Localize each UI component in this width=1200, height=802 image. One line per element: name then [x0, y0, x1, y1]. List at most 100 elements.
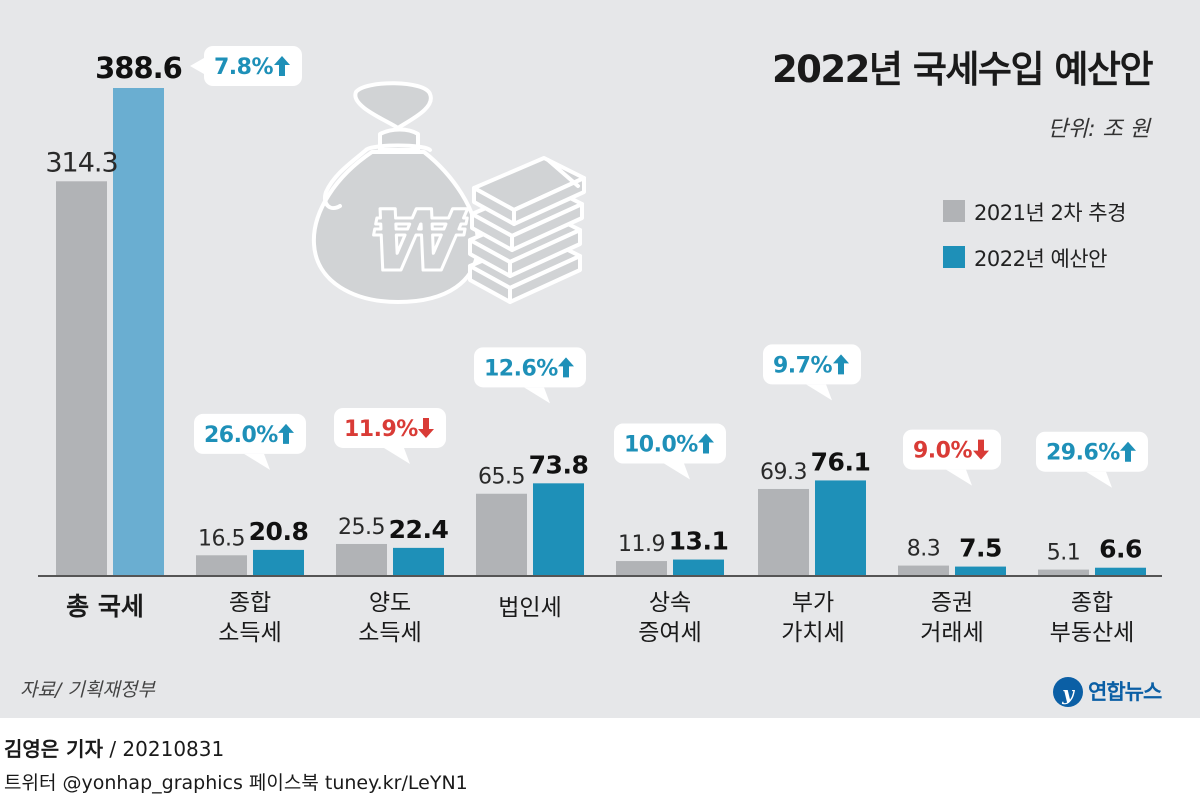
arrow-down-icon: [418, 417, 434, 438]
bar-2021-supplementary: [898, 565, 949, 576]
bar-2022-budget: [253, 549, 304, 576]
change-callout: 9.7%: [763, 344, 861, 401]
category-label: 상속: [649, 590, 691, 616]
value-label-2021: 65.5: [478, 465, 525, 490]
legend-label-cur: 2022년 예산안: [974, 247, 1107, 271]
bar-2021-supplementary: [476, 493, 527, 576]
change-callout-tail: [806, 384, 832, 401]
bar-2022-budget: [533, 483, 584, 576]
bar-2021-supplementary: [758, 488, 809, 576]
legend: 2021년 2차 추경 2022년 예산안: [943, 200, 1126, 271]
category-labels: 총 국세 종합 소득세 양도 소득세 법인세 상속 증여세 부가 가치세 증권 …: [66, 590, 1134, 646]
category-label: 가치세: [781, 620, 844, 646]
value-label-2022: 7.5: [959, 534, 1002, 563]
change-callout-box: [334, 407, 446, 448]
category-label: 증여세: [638, 620, 701, 646]
footer-byline: 김영은 기자 / 20210831: [4, 733, 224, 762]
svg-text:y: y: [1061, 681, 1075, 705]
category-label: 소득세: [218, 620, 281, 646]
unit-label: 단위: 조 원: [1048, 117, 1152, 142]
chart-title: 2022년 국세수입 예산안: [772, 48, 1154, 91]
value-label-2022: 6.6: [1099, 535, 1142, 564]
category-label: 부가: [792, 590, 834, 616]
bar-2022-budget: [955, 566, 1006, 576]
bar-2021-supplementary: [616, 561, 667, 576]
value-label-2022: 22.4: [389, 515, 449, 544]
value-label-2022: 13.1: [669, 527, 729, 556]
arrow-up-icon: [558, 357, 574, 378]
category-label: 증권: [931, 590, 973, 616]
change-callout-box: [204, 46, 302, 86]
change-percent: 12.6%: [484, 356, 558, 381]
legend-label-prev: 2021년 2차 추경: [974, 201, 1126, 225]
category-label: 양도: [369, 590, 411, 616]
change-callout: 12.6%: [474, 347, 586, 404]
arrow-down-icon: [973, 439, 989, 460]
category-label: 거래세: [920, 620, 983, 646]
bar-2021-supplementary: [196, 555, 247, 576]
change-callout: 26.0%: [194, 413, 306, 470]
category-label: 법인세: [498, 595, 561, 621]
legend-swatch-prev: [943, 200, 965, 222]
change-callout-tail: [664, 463, 690, 480]
value-label-2021: 5.1: [1047, 541, 1081, 566]
arrow-up-icon: [698, 433, 714, 454]
change-callout-tail: [1086, 471, 1112, 488]
chart-panel: [0, 0, 1200, 718]
value-label-2021: 16.5: [198, 526, 245, 551]
category-label: 종합: [1071, 590, 1113, 616]
value-label-2021: 69.3: [760, 460, 807, 485]
change-callout-box: [474, 347, 586, 388]
bar-2022-budget: [1095, 567, 1146, 576]
bar-2022-budget: [815, 480, 866, 576]
legend-swatch-cur: [943, 246, 965, 268]
publish-date: / 20210831: [109, 737, 225, 761]
change-callout-box: [903, 429, 1001, 470]
change-percent: 10.0%: [624, 433, 698, 458]
arrow-up-icon: [274, 56, 290, 76]
change-callout-tail: [946, 469, 972, 486]
money-bag-icon: ₩: [311, 81, 480, 304]
change-callout-tail: [244, 453, 270, 470]
money-bag-illustration: ₩: [311, 81, 586, 304]
category-label: 부동산세: [1050, 620, 1135, 646]
change-callout-box: [1036, 431, 1148, 472]
change-callout-box: [194, 413, 306, 454]
bar-2021-supplementary: [1038, 569, 1089, 576]
yonhap-logo-text: 연합뉴스: [1088, 680, 1162, 704]
category-label: 소득세: [358, 620, 421, 646]
value-label-2021: 314.3: [45, 147, 117, 178]
change-callout: 10.0%: [614, 423, 726, 480]
bar-2021-supplementary: [336, 543, 387, 576]
category-label-total: 총 국세: [66, 592, 144, 621]
value-label-2022: 76.1: [811, 447, 871, 476]
bar-2021-supplementary: [56, 181, 107, 577]
change-percent: 9.0%: [913, 439, 972, 464]
value-label-2022: 388.6: [95, 51, 182, 85]
cash-stack-icon: [468, 156, 586, 304]
change-callout: 29.6%: [1036, 431, 1148, 488]
bar-2022-budget: [393, 547, 444, 576]
bar-2022-budget: [673, 559, 724, 576]
change-callout-tail: [524, 387, 550, 404]
change-callout-tail: [190, 58, 204, 74]
change-percent: 26.0%: [204, 423, 278, 448]
change-callout-box: [763, 344, 861, 385]
change-callout: 9.0%: [903, 429, 1001, 486]
arrow-up-icon: [278, 423, 294, 444]
value-label-2021: 25.5: [338, 515, 385, 540]
value-label-2022: 20.8: [249, 517, 309, 546]
change-percent: 9.7%: [773, 353, 832, 378]
arrow-up-icon: [833, 354, 849, 375]
arrow-up-icon: [1120, 441, 1136, 462]
change-percent: 11.9%: [344, 417, 418, 442]
change-callout: 7.8%: [190, 46, 302, 86]
author-name: 김영은 기자: [4, 737, 103, 761]
change-callout-tail: [384, 447, 410, 464]
footer-social-links: 트위터 @yonhap_graphics 페이스북 tuney.kr/LeYN1: [4, 772, 468, 794]
change-callout-box: [614, 423, 726, 464]
change-callout: 11.9%: [334, 407, 446, 464]
value-label-2022: 73.8: [529, 450, 589, 479]
yonhap-logo: y 연합뉴스: [1053, 677, 1163, 707]
value-label-2021: 8.3: [907, 537, 941, 562]
